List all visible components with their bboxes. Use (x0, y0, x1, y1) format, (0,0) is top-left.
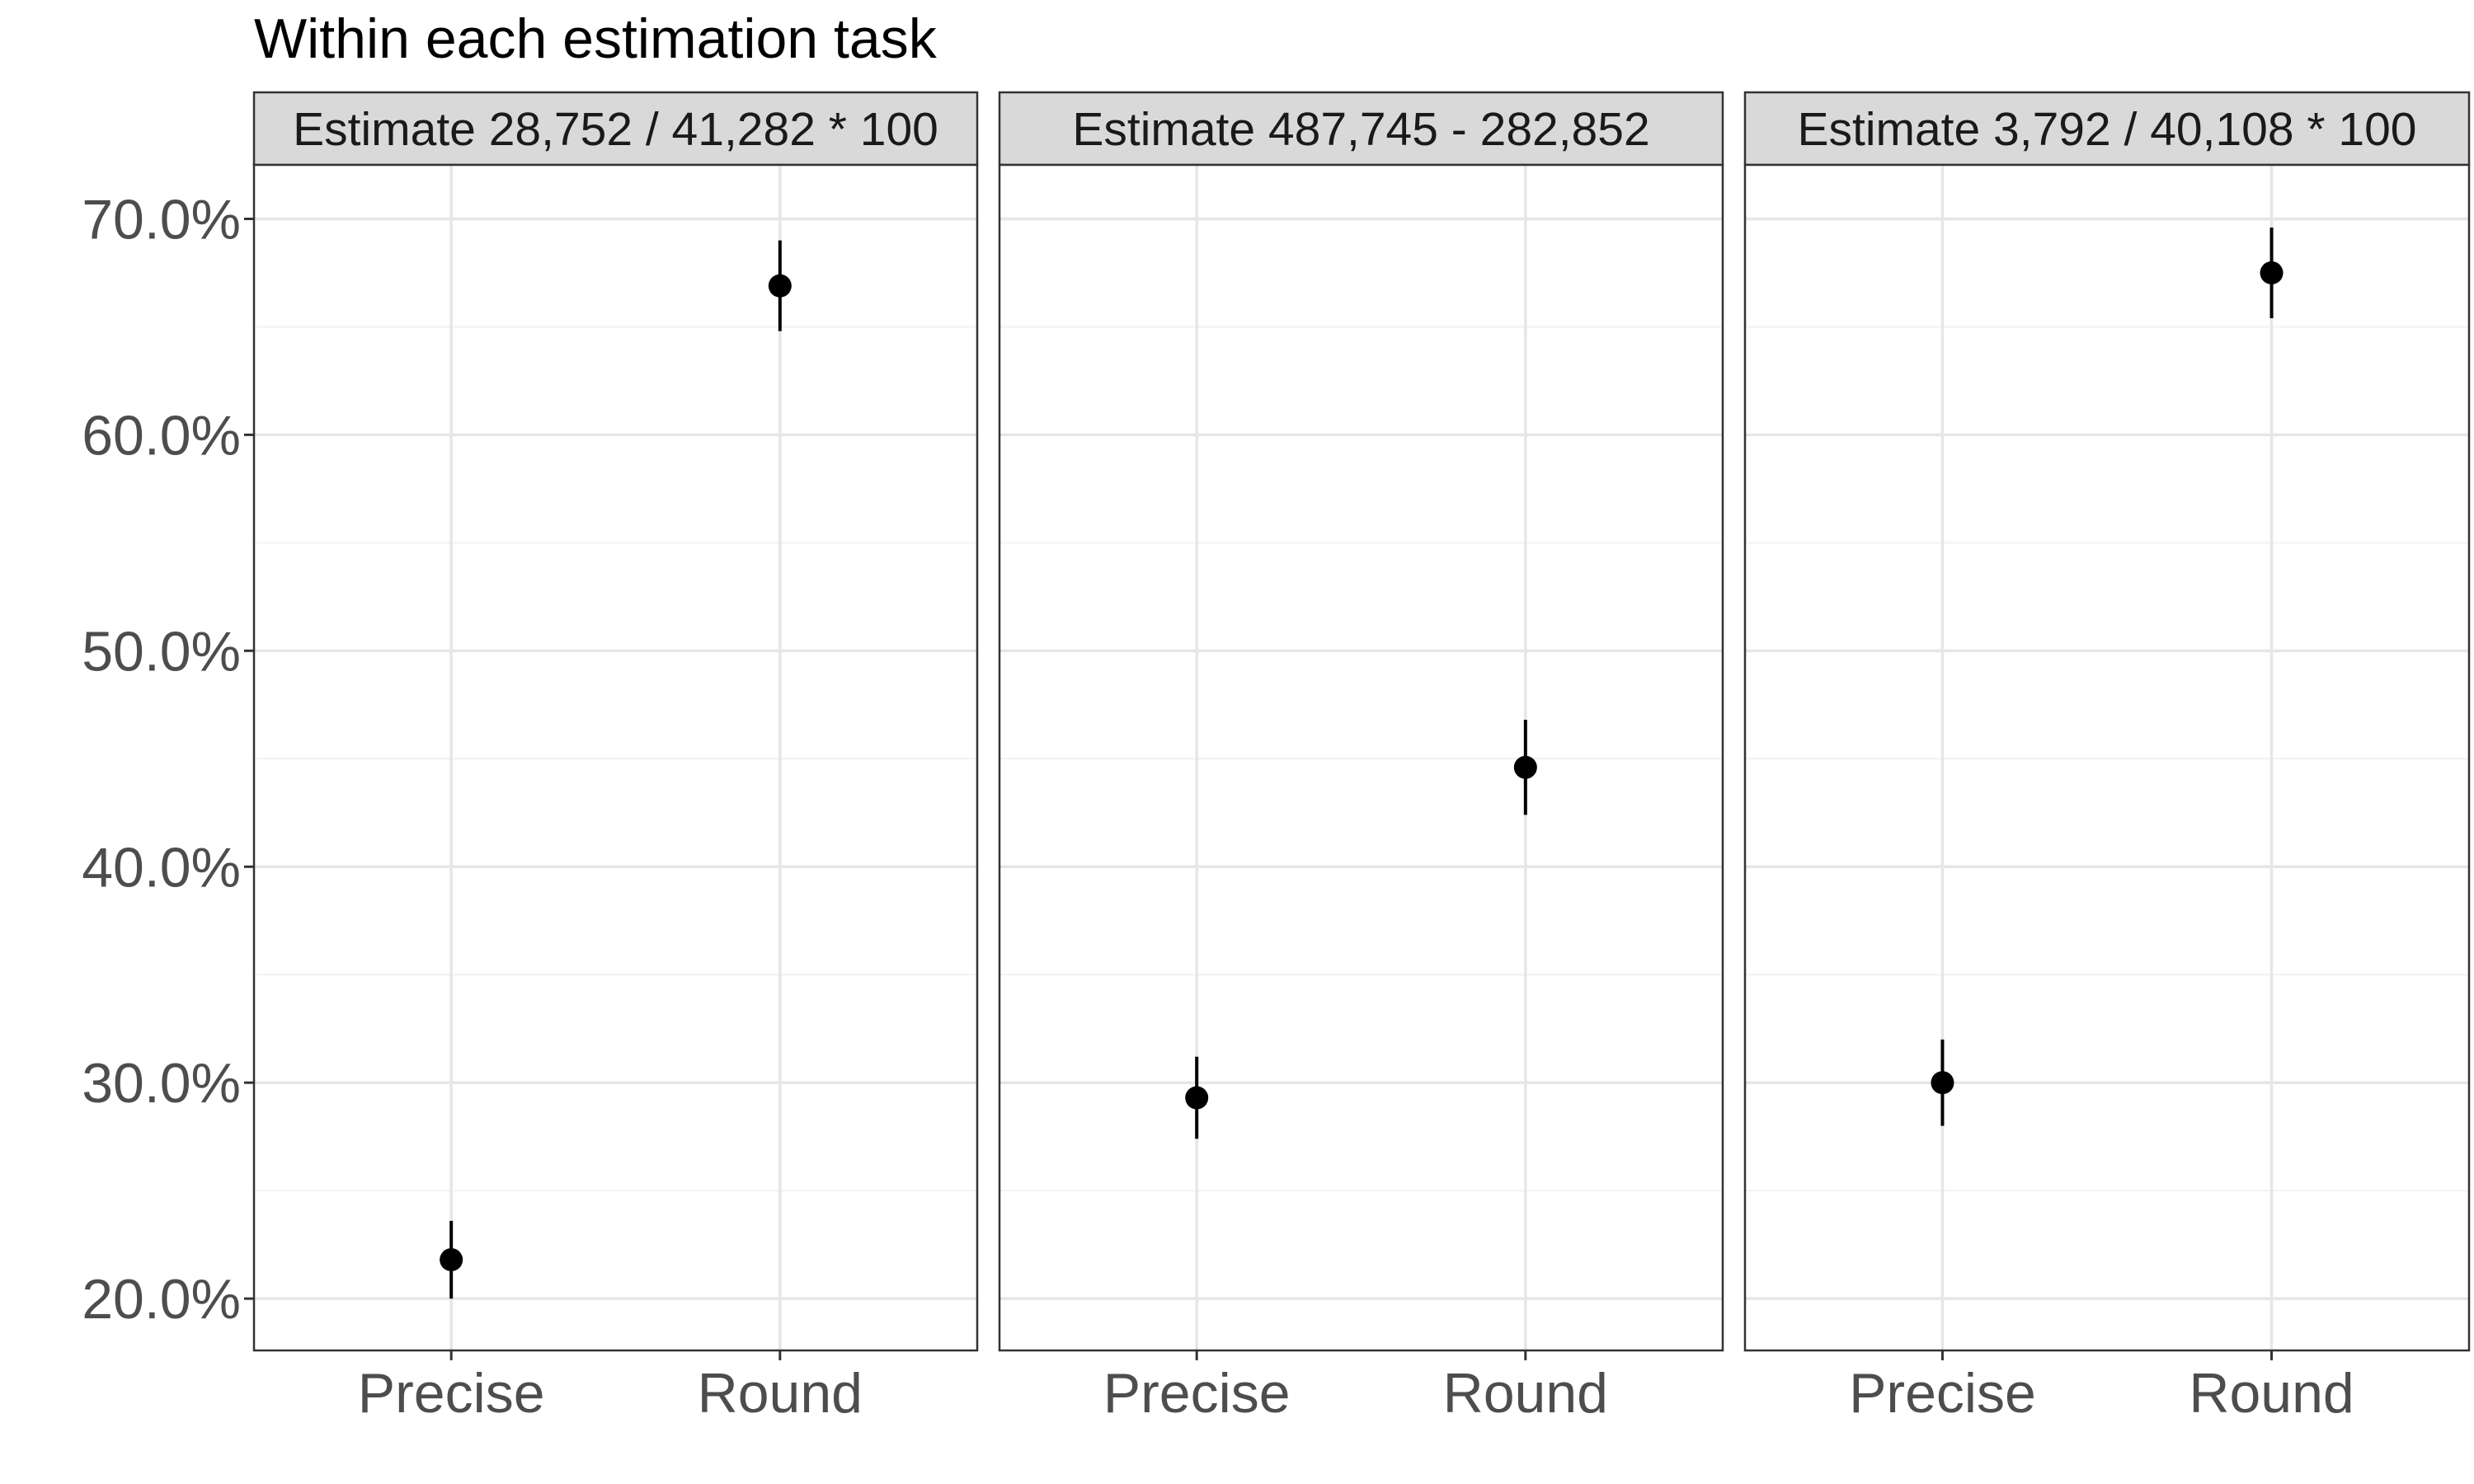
panel-background (999, 165, 1723, 1350)
x-tick-label: Round (698, 1362, 863, 1425)
data-point (1931, 1071, 1954, 1095)
y-tick-label: 60.0% (82, 404, 241, 467)
panel-border (1743, 163, 2471, 1352)
data-point (440, 1247, 463, 1271)
x-tick-label: Precise (1849, 1362, 2036, 1425)
data-point (1185, 1086, 1209, 1110)
panel-background (254, 165, 977, 1350)
x-tick-label: Precise (358, 1362, 545, 1425)
panel-border (998, 163, 1724, 1352)
y-tick-label: 40.0% (82, 836, 241, 899)
facet-strip-label: Estimate 28,752 / 41,282 * 100 (293, 103, 938, 156)
y-tick-label: 20.0% (82, 1268, 241, 1331)
facet-panel: Estimate 487,745 - 282,852 Precise Round (998, 91, 1724, 1425)
data-point (1513, 755, 1537, 779)
x-tick-label: Round (2189, 1362, 2354, 1425)
y-tick-label: 50.0% (82, 620, 241, 683)
facet-strip (1743, 91, 2471, 167)
y-tick-label: 70.0% (82, 188, 241, 251)
facet-panel: Estimate 28,752 / 41,282 * 100 Precise Rou… (252, 91, 979, 1425)
x-tick-label: Round (1443, 1362, 1608, 1425)
panels: Estimate 28,752 / 41,282 * 100 Precise Rou… (252, 91, 2471, 1425)
facet-strip-label: Estimate 3,792 / 40,108 * 100 (1797, 103, 2416, 156)
panel-border (252, 163, 979, 1352)
data-point (2260, 261, 2284, 284)
y-axis: 20.0% 30.0% 40.0% 50.0% 60.0% 70.0% (82, 188, 254, 1331)
facet-panel: Estimate 3,792 / 40,108 * 100 Precise Roun… (1743, 91, 2471, 1425)
y-tick-label: 30.0% (82, 1052, 241, 1115)
panel-background (1745, 165, 2469, 1350)
facet-strip-label: Estimate 487,745 - 282,852 (1072, 103, 1649, 156)
facet-strip (998, 91, 1724, 167)
data-point (768, 274, 792, 298)
chart-title: Within each estimation task (254, 7, 938, 70)
x-tick-label: Precise (1103, 1362, 1291, 1425)
